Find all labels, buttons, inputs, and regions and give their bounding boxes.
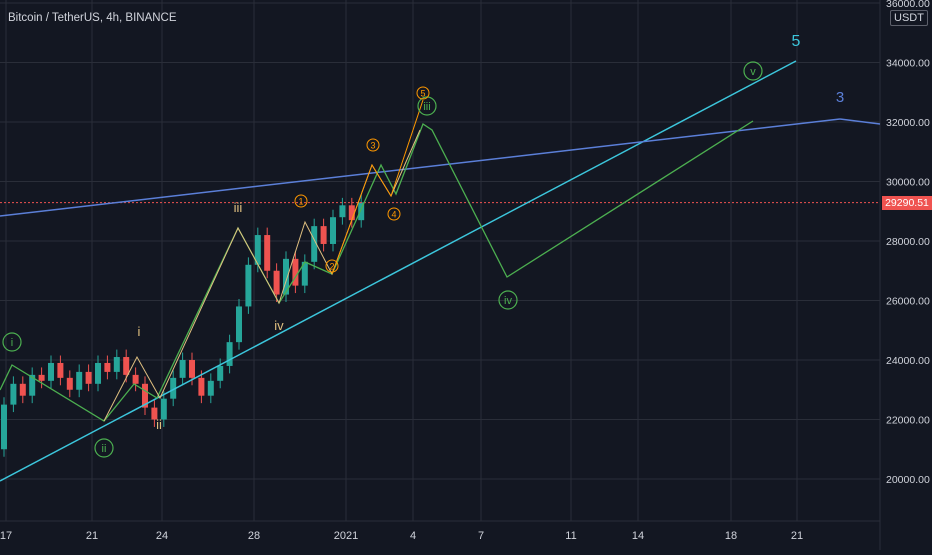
x-tick-label: 11	[565, 530, 576, 542]
green-wave-circle	[2, 332, 22, 352]
orange-wave-label: 4	[391, 210, 396, 220]
candle	[236, 306, 242, 343]
wave-label-3: 3	[836, 89, 844, 106]
candle	[245, 264, 252, 307]
green-wave-label: iv	[504, 295, 512, 307]
trendline-cyan	[0, 60, 797, 482]
wave-orange-path	[331, 99, 424, 275]
candle	[311, 226, 318, 262]
candle	[76, 371, 83, 390]
green-wave-circle	[94, 438, 114, 458]
orange-wave-label: 1	[298, 197, 303, 207]
candle	[132, 374, 139, 384]
x-tick-label: 7	[478, 530, 484, 542]
candle	[273, 270, 280, 295]
green-wave-label: ii	[102, 443, 107, 455]
candle	[320, 226, 327, 244]
candle	[179, 360, 186, 378]
currency-unit-badge[interactable]: USDT	[890, 10, 928, 26]
candle	[57, 362, 64, 378]
trendline-blue	[0, 118, 841, 217]
candle	[123, 357, 130, 375]
candle	[198, 377, 205, 396]
candle	[29, 374, 36, 396]
candle	[348, 205, 355, 221]
candle	[19, 383, 26, 396]
candle	[264, 235, 271, 271]
green-wave-label: i	[11, 337, 13, 349]
candle	[330, 217, 336, 244]
candle	[38, 374, 45, 381]
candle	[48, 362, 54, 381]
candle	[170, 377, 177, 399]
green-wave-label: iii	[423, 101, 430, 113]
yellow-wave-label: iii	[234, 200, 243, 215]
candle	[254, 235, 261, 265]
wave-label-5: 5	[792, 33, 801, 50]
y-tick-label: 32000.00	[886, 117, 930, 129]
candle	[113, 357, 120, 372]
x-tick-label: 14	[632, 530, 644, 542]
orange-wave-circle	[366, 138, 380, 152]
orange-wave-circle	[387, 207, 401, 221]
candle	[104, 362, 111, 372]
y-tick-label: 22000.00	[886, 415, 930, 427]
y-tick-label: 26000.00	[886, 296, 930, 308]
x-tick-label: 21	[86, 530, 98, 542]
x-tick-label: 17	[0, 530, 12, 542]
orange-wave-label: 5	[420, 89, 425, 99]
candle	[339, 205, 346, 218]
x-tick-label: 28	[248, 530, 260, 542]
candle	[160, 398, 167, 420]
candle	[292, 258, 299, 286]
orange-wave-circle	[294, 194, 308, 208]
green-wave-circle	[743, 61, 763, 81]
candle	[226, 342, 233, 366]
candle	[358, 202, 365, 221]
candle	[217, 365, 224, 381]
yellow-wave-label: iv	[274, 318, 284, 333]
x-tick-label: 2021	[334, 530, 358, 542]
orange-wave-label: 3	[370, 141, 375, 151]
last-price-badge: 29290.51	[882, 196, 932, 210]
orange-wave-circle	[325, 259, 339, 273]
candle	[10, 383, 17, 405]
candle	[66, 377, 73, 390]
y-tick-label: 30000.00	[886, 177, 930, 189]
yellow-wave-label: ii	[156, 417, 162, 432]
yellow-wave-label: i	[138, 324, 141, 339]
y-tick-label: 28000.00	[886, 236, 930, 248]
green-wave-circle	[498, 290, 518, 310]
y-tick-label: 20000.00	[886, 474, 930, 486]
chart-title: Bitcoin / TetherUS, 4h, BINANCE	[8, 12, 177, 24]
y-tick-label: 34000.00	[886, 58, 930, 70]
wave-green-path	[0, 120, 754, 422]
candle	[189, 360, 195, 378]
x-tick-label: 4	[410, 530, 416, 542]
candle	[142, 383, 148, 408]
y-tick-label: 36000.00	[886, 0, 930, 10]
x-tick-label: 24	[156, 530, 168, 542]
x-tick-label: 21	[791, 530, 803, 542]
candle	[151, 407, 158, 420]
trendline-blue-tail	[839, 118, 881, 125]
candle	[283, 258, 289, 295]
candle	[207, 380, 214, 396]
orange-wave-label: 2	[329, 262, 334, 272]
orange-wave-circle	[416, 86, 430, 100]
candle	[85, 371, 92, 384]
candle	[301, 261, 308, 286]
candle	[95, 362, 101, 384]
x-tick-label: 18	[725, 530, 737, 542]
y-tick-label: 24000.00	[886, 355, 930, 367]
green-wave-label: v	[750, 66, 756, 78]
candle	[1, 404, 7, 450]
